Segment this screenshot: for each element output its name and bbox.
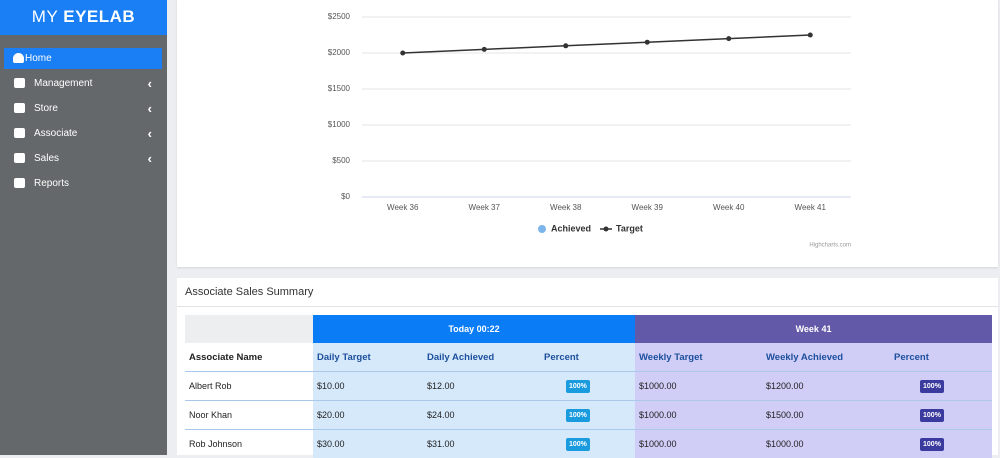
table-row: Albert Rob$10.00$12.00 100% $1000.00$1200.… bbox=[185, 372, 992, 401]
chevron: ‹ bbox=[148, 73, 152, 94]
percent-badge: 100% bbox=[566, 438, 590, 451]
percent-badge: 100% bbox=[920, 380, 944, 393]
percent-badge: 100% bbox=[566, 380, 590, 393]
icon bbox=[14, 78, 25, 88]
cell: $31.00 bbox=[423, 430, 540, 458]
nav-item[interactable]: Home bbox=[4, 48, 162, 69]
cell: $12.00 bbox=[423, 372, 540, 401]
data-point bbox=[645, 40, 650, 45]
nav-item[interactable]: Associate ‹ bbox=[4, 123, 162, 144]
icon bbox=[14, 103, 25, 113]
cell: $1000.00 bbox=[635, 372, 762, 401]
percent-badge: 100% bbox=[566, 409, 590, 422]
data-point bbox=[400, 51, 405, 56]
cell: Albert Rob bbox=[185, 372, 313, 401]
brand[interactable]: MY EYELAB bbox=[0, 0, 167, 35]
nav-label: Store bbox=[34, 98, 58, 119]
nav-item[interactable]: Store ‹ bbox=[4, 98, 162, 119]
x-tick-label: Week 40 bbox=[713, 203, 745, 212]
table-row: Noor Khan$20.00$24.00 100% $1000.00$1500.0… bbox=[185, 401, 992, 430]
cell: Rob Johnson bbox=[185, 430, 313, 458]
y-tick-label: $1500 bbox=[328, 84, 351, 93]
chevron: ‹ bbox=[148, 98, 152, 119]
column-header: Daily Target bbox=[313, 343, 423, 372]
table-title: Associate Sales Summary bbox=[185, 286, 313, 298]
cell: 100% bbox=[540, 401, 635, 430]
column-header: Daily Achieved bbox=[423, 343, 540, 372]
nav-label: Home bbox=[25, 48, 52, 69]
column-header: Percent bbox=[540, 343, 635, 372]
table-card: Associate Sales Summary Today 00:22 Week… bbox=[177, 278, 998, 455]
x-tick-label: Week 41 bbox=[795, 203, 827, 212]
group-header: Week 41 bbox=[635, 315, 992, 343]
credit: Highcharts.com bbox=[809, 243, 851, 249]
x-tick-label: Week 39 bbox=[632, 203, 664, 212]
chevron: ‹ bbox=[148, 148, 152, 169]
column-header: Weekly Target bbox=[635, 343, 762, 372]
y-tick-label: $0 bbox=[341, 192, 350, 201]
cell: $1000.00 bbox=[635, 401, 762, 430]
cell: $20.00 bbox=[313, 401, 423, 430]
icon bbox=[13, 53, 24, 63]
y-tick-label: $2000 bbox=[328, 48, 351, 57]
column-header: Associate Name bbox=[185, 343, 313, 372]
chart-card: $0 $500 $1000 $1500 $2000 $2500 Week 36 Week 37… bbox=[177, 0, 998, 267]
percent-badge: 100% bbox=[920, 409, 944, 422]
cell: $1000.00 bbox=[762, 430, 890, 458]
cell: $1000.00 bbox=[635, 430, 762, 458]
x-tick-label: Week 38 bbox=[550, 203, 582, 212]
y-tick-label: $500 bbox=[332, 156, 350, 165]
column-header: Percent bbox=[890, 343, 992, 372]
divider bbox=[177, 306, 998, 307]
legend-symbol bbox=[604, 227, 609, 232]
cell: $1200.00 bbox=[762, 372, 890, 401]
y-tick-label: $2500 bbox=[328, 12, 351, 21]
icon bbox=[14, 128, 25, 138]
icon bbox=[14, 153, 25, 163]
nav-label: Management bbox=[34, 73, 92, 94]
chart: $0 $500 $1000 $1500 $2000 $2500 Week 36 Week 37… bbox=[177, 0, 998, 267]
column-header: Weekly Achieved bbox=[762, 343, 890, 372]
y-tick-label: $1000 bbox=[328, 120, 351, 129]
cell: $10.00 bbox=[313, 372, 423, 401]
cell: 100% bbox=[890, 430, 992, 458]
cell: 100% bbox=[890, 372, 992, 401]
chevron: ‹ bbox=[148, 123, 152, 144]
brand-prefix: MY bbox=[32, 7, 58, 26]
nav-label: Reports bbox=[34, 173, 69, 194]
cell: $1500.00 bbox=[762, 401, 890, 430]
percent-badge: 100% bbox=[920, 438, 944, 451]
legend-label: Target bbox=[616, 223, 643, 233]
cell: 100% bbox=[540, 430, 635, 458]
cell: $24.00 bbox=[423, 401, 540, 430]
data-point bbox=[726, 36, 731, 41]
cell: 100% bbox=[890, 401, 992, 430]
data-point bbox=[563, 43, 568, 48]
cell: Noor Khan bbox=[185, 401, 313, 430]
data-point bbox=[808, 33, 813, 38]
nav-label: Associate bbox=[34, 123, 77, 144]
brand-name: EYELAB bbox=[63, 7, 135, 26]
icon bbox=[14, 178, 25, 188]
x-tick-label: Week 36 bbox=[387, 203, 419, 212]
sidebar: MY EYELAB Home Management ‹ Store ‹ Associ… bbox=[0, 0, 167, 455]
nav-item[interactable]: Sales ‹ bbox=[4, 148, 162, 169]
nav-item[interactable]: Management ‹ bbox=[4, 73, 162, 94]
legend-label: Achieved bbox=[551, 223, 591, 233]
table-row: Rob Johnson$30.00$31.00 100% $1000.00$1000… bbox=[185, 430, 992, 458]
x-tick-label: Week 37 bbox=[469, 203, 501, 212]
group-header: Today 00:22 bbox=[313, 315, 635, 343]
cell: $30.00 bbox=[313, 430, 423, 458]
cell: 100% bbox=[540, 372, 635, 401]
nav-item[interactable]: Reports bbox=[4, 173, 162, 194]
series-line bbox=[403, 35, 811, 53]
legend-symbol bbox=[538, 225, 546, 233]
nav-label: Sales bbox=[34, 148, 59, 169]
data-point bbox=[482, 47, 487, 52]
empty-header bbox=[185, 315, 313, 343]
